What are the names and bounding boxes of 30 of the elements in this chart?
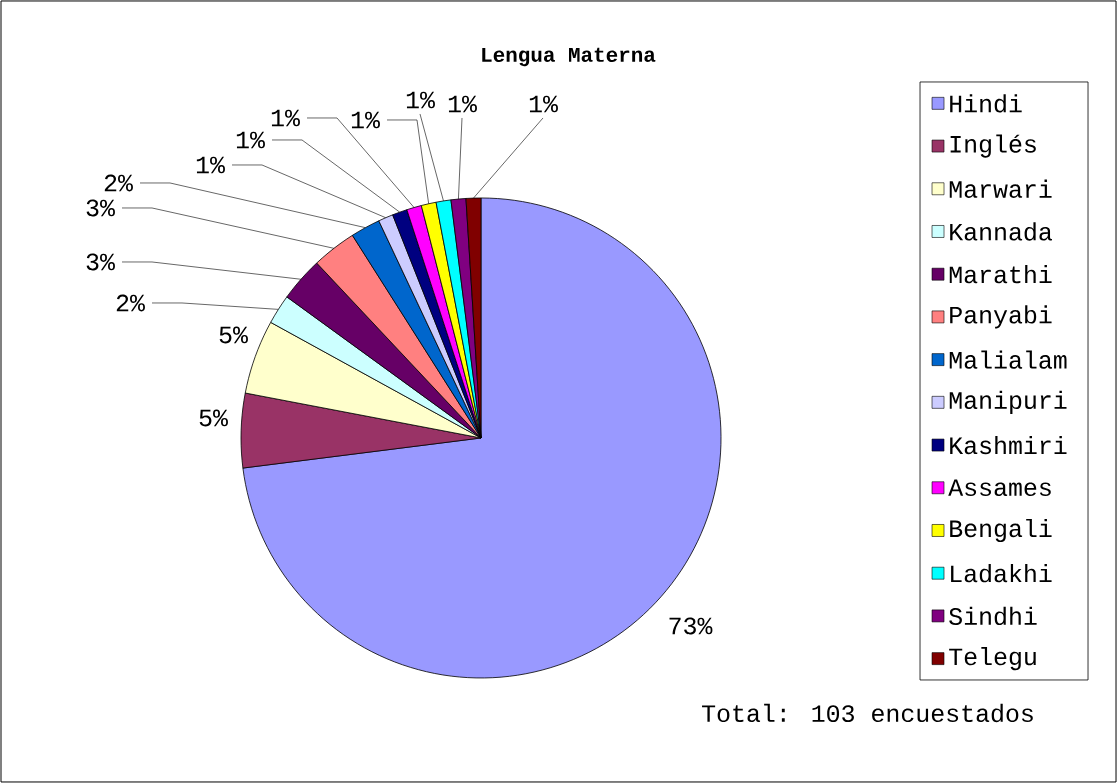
legend-label: Kashmiri	[950, 435, 1067, 455]
legend-label: Panyabi	[950, 305, 1052, 329]
data-label: 1%	[196, 156, 225, 174]
legend-label: Ladakhi	[951, 564, 1052, 583]
data-label: 3%	[86, 253, 115, 271]
legend-label: Sindhi	[949, 606, 1037, 626]
data-label: 1%	[448, 95, 477, 113]
chart-title: Lengua Materna	[482, 47, 656, 67]
legend-label: Bengali	[950, 518, 1052, 543]
legend-label: Manipuri	[949, 390, 1067, 414]
data-label: 2%	[104, 174, 133, 192]
data-label: 1%	[271, 109, 300, 127]
legend-label: Marwari	[949, 179, 1052, 198]
data-label: 1%	[236, 131, 265, 149]
data-label: 73%	[669, 617, 713, 635]
legend-label: Telegu	[949, 647, 1036, 671]
text: Total: 103 encuestados	[702, 703, 1033, 723]
data-label: 1%	[406, 91, 435, 109]
data-label: 1%	[529, 95, 558, 113]
legend-label: Marathi	[949, 265, 1052, 284]
legend-label: Inglés	[950, 134, 1036, 158]
legend-label: Kannada	[950, 222, 1052, 241]
data-label: 5%	[219, 326, 248, 344]
data-label: 1%	[351, 111, 380, 129]
legend-label: Hindi	[950, 94, 1022, 113]
data-label: 5%	[199, 409, 228, 427]
legend-label: Assames	[948, 479, 1051, 497]
legend-label: Malialam	[949, 350, 1067, 369]
data-label: 3%	[86, 199, 115, 217]
data-label: 2%	[116, 294, 145, 312]
